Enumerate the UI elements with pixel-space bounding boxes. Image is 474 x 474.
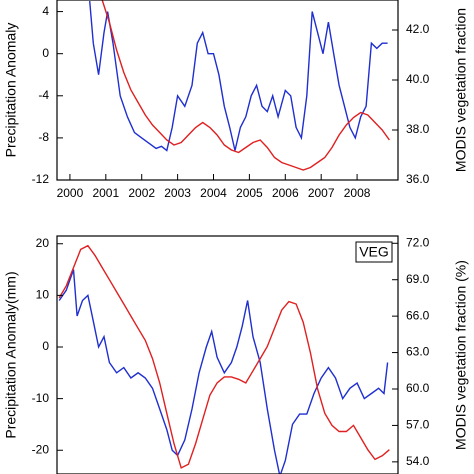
x-tick-label: 2000 (57, 186, 84, 200)
data-line (89, 1, 388, 152)
y-axis-label: Precipitation Anomaly(mm) (3, 271, 19, 438)
y2-tick-label: 40.0 (406, 72, 430, 86)
data-line (58, 244, 390, 469)
x-tick-label: 2003 (164, 186, 191, 200)
x-tick-label: 2001 (92, 186, 119, 200)
y-tick-label: 20 (36, 236, 50, 250)
plot-area (89, 0, 390, 171)
y2-tick-label: 54.0 (406, 454, 430, 468)
y-tick-label: 0 (42, 339, 49, 353)
x-tick-label: 2004 (200, 186, 227, 200)
plot-frame (56, 0, 399, 181)
y-tick-label: -12 (32, 172, 50, 186)
y-tick-label: 0 (42, 46, 49, 60)
y2-tick-label: 63.0 (406, 345, 430, 359)
x-tick-label: 2008 (344, 186, 371, 200)
y2-tick-label: 60.0 (406, 381, 430, 395)
y2-axis-label: MODIS vegetation fraction (453, 8, 469, 172)
y-tick-label: -20 (32, 442, 50, 456)
x-tick-label: 2006 (272, 186, 299, 200)
data-line (58, 269, 389, 474)
panel: -12 -8 -4 0 4 36.0 38.0 40.0 42.0 2000 2001 2002 200… (3, 0, 469, 200)
y2-tick-label: 42.0 (406, 22, 430, 36)
y2-tick-label: 69.0 (406, 272, 430, 286)
annotation-box (355, 241, 393, 263)
y-tick-label: 4 (42, 4, 49, 18)
y2-tick-label: 36.0 (406, 172, 430, 186)
y-axis-label: Precipitation Anomaly (3, 23, 19, 158)
y2-tick-label: 66.0 (406, 308, 430, 322)
annotation: VEG (359, 244, 389, 260)
data-line (101, 0, 390, 171)
y2-axis-label: MODIS vegetation fraction (%) (453, 260, 469, 450)
y2-tick-label: 72.0 (406, 235, 430, 249)
y-tick-label: -4 (38, 88, 49, 102)
panel: -20 -10 0 10 20 54.0 57.0 60.0 63.0 66.0 69.0 72.0 P… (3, 235, 469, 474)
x-tick-label: 2002 (128, 186, 155, 200)
y-tick-label: 10 (36, 288, 50, 302)
x-tick-label: 2005 (236, 186, 263, 200)
y2-tick-label: 38.0 (406, 122, 430, 136)
plot-area (58, 244, 390, 474)
y-tick-label: -8 (38, 130, 49, 144)
plot-frame (56, 235, 399, 474)
y-tick-label: -10 (32, 391, 50, 405)
y2-tick-label: 57.0 (406, 418, 430, 432)
x-tick-label: 2007 (308, 186, 335, 200)
